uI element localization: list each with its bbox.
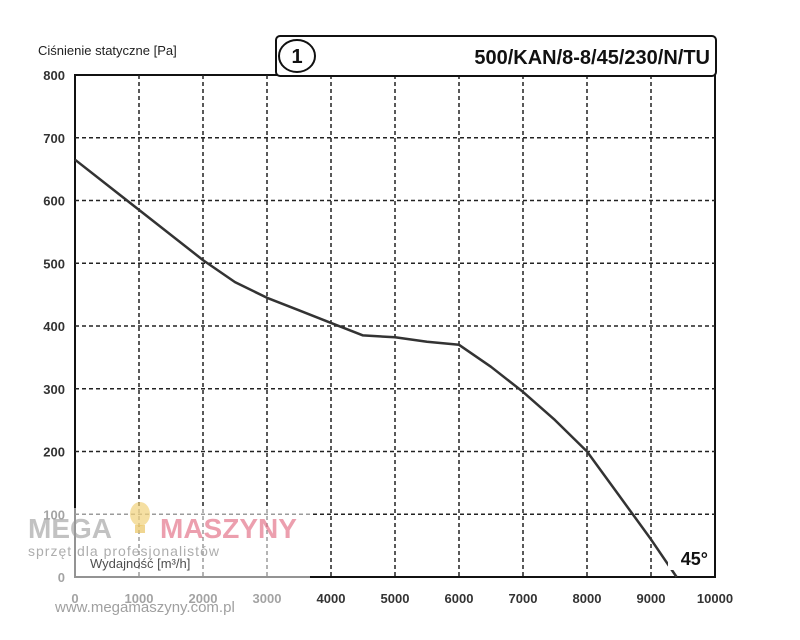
performance-curve (74, 158, 678, 578)
curve-number-label: 1 (291, 46, 302, 68)
watermark-brand-right: MASZYNY (160, 513, 297, 544)
y-tick-500: 500 (43, 256, 65, 271)
plot-frame (74, 74, 716, 578)
x-tick-8000: 8000 (573, 591, 602, 606)
blade-angle-label: 45° (681, 549, 708, 569)
y-tick-400: 400 (43, 319, 65, 334)
y-tick-labels: 0100200300400500600700800 (43, 68, 65, 585)
lightbulb-icon (130, 502, 150, 533)
watermark-tagline: sprzęt dla profesjonalistów (28, 543, 220, 559)
x-tick-7000: 7000 (509, 591, 538, 606)
grid-lines (75, 75, 715, 577)
annotation-bg (668, 544, 712, 570)
y-tick-300: 300 (43, 382, 65, 397)
x-tick-6000: 6000 (445, 591, 474, 606)
y-tick-700: 700 (43, 131, 65, 146)
x-tick-9000: 9000 (637, 591, 666, 606)
y-axis-label: Ciśnienie statyczne [Pa] (38, 43, 177, 58)
watermark: MEGA MASZYNY sprzęt dla profesjonalistów… (10, 502, 310, 616)
watermark-bg (10, 508, 310, 604)
curve-number-badge (278, 39, 316, 73)
watermark-url: www.megamaszyny.com.pl (54, 599, 235, 616)
chart-title: 500/KAN/8-8/45/230/N/TU (474, 47, 710, 69)
y-tick-600: 600 (43, 194, 65, 209)
x-tick-5000: 5000 (381, 591, 410, 606)
model-box (275, 35, 717, 77)
x-axis-label: Wydajność [m³/h] (90, 556, 190, 571)
y-tick-800: 800 (43, 68, 65, 83)
y-tick-200: 200 (43, 445, 65, 460)
x-tick-10000: 10000 (697, 591, 733, 606)
watermark-brand-left: MEGA (28, 513, 112, 544)
x-tick-4000: 4000 (317, 591, 346, 606)
